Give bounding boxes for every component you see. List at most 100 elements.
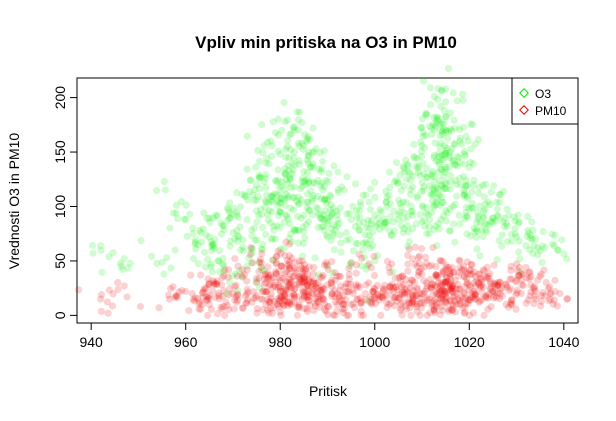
data-point [370,271,379,280]
data-point [349,286,357,294]
data-point [418,141,426,150]
data-point [357,299,365,307]
data-point [563,255,571,263]
data-point [198,300,206,308]
data-point [236,203,245,211]
data-point [282,211,290,219]
data-point [371,178,379,187]
data-point [315,165,323,173]
data-point [357,254,366,262]
data-point [286,280,294,288]
data-point [429,291,437,299]
data-point [432,290,440,298]
data-point [280,99,288,107]
data-point [268,208,276,216]
x-axis: 940 960 980 1000 1020 1040 [79,322,580,350]
data-point [317,286,325,294]
data-point [305,297,313,305]
data-point [442,266,450,274]
data-point [342,296,350,304]
data-point [481,226,490,234]
data-point [449,282,457,290]
data-point [289,124,297,132]
data-point [328,283,336,291]
data-point [314,285,322,293]
data-point [217,230,226,238]
data-point [182,287,190,296]
data-point [467,283,475,291]
data-point [189,229,197,238]
data-point [371,299,380,307]
data-point [300,293,308,302]
data-point [463,181,472,190]
data-point [476,282,484,290]
data-point [484,198,492,206]
data-point [451,140,459,149]
data-point [387,232,395,240]
data-point [219,254,227,263]
data-point [298,295,306,303]
data-point [545,297,553,305]
data-point [432,157,440,165]
data-point [280,291,288,299]
data-point [295,257,303,265]
data-point [448,264,457,272]
data-point [487,188,495,196]
data-point [436,143,444,151]
data-point [466,158,474,166]
data-point [282,284,290,292]
data-point [290,148,299,156]
data-point [437,294,445,302]
data-point [419,132,427,140]
data-point [212,280,220,288]
data-point [494,281,502,289]
data-point [231,296,239,304]
data-point [438,193,446,201]
data-point [210,242,218,250]
data-point [432,271,440,279]
data-point [215,247,224,255]
data-point [324,311,332,319]
data-point [295,199,303,207]
data-point [439,125,448,133]
data-point [295,193,303,201]
data-point [277,199,285,207]
data-point [305,275,313,283]
data-point [219,260,227,268]
data-point [377,311,385,319]
data-point [460,186,468,194]
data-point [445,263,453,272]
data-point [447,178,455,186]
data-point [491,288,499,296]
data-point [329,311,337,319]
data-point [274,131,283,139]
data-point [264,272,273,280]
data-point [413,284,421,292]
data-point [383,257,392,265]
data-point [97,307,105,316]
data-point [255,174,263,182]
data-point [349,247,357,255]
data-point [432,198,440,206]
data-point [290,272,299,280]
data-point [327,193,335,201]
data-point [317,287,325,295]
data-point [268,309,276,317]
data-point [317,182,325,190]
data-point [461,160,469,168]
data-point [456,257,464,265]
data-point [357,311,365,319]
data-point [160,177,168,186]
data-point [188,289,196,298]
data-point [459,295,467,303]
data-point [446,285,454,294]
data-point [465,286,473,294]
data-point [281,251,289,260]
data-point [223,290,231,298]
data-point [444,135,452,143]
data-point [404,228,412,236]
data-point [182,215,190,224]
data-point [370,284,378,292]
data-point [336,204,344,212]
data-point [373,290,382,299]
